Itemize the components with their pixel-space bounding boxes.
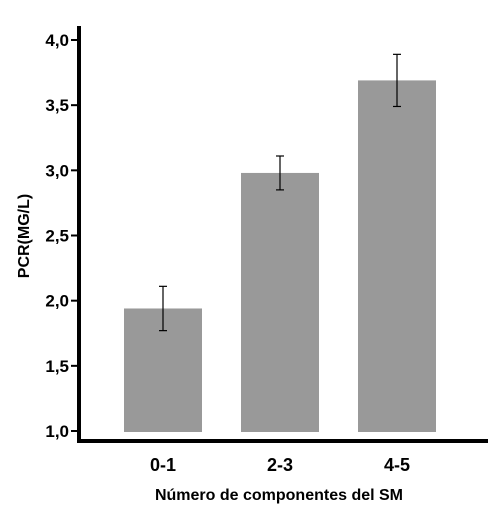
error-bar-2-3: [276, 155, 284, 191]
error-bars-group: [159, 53, 401, 332]
y-ticks-group: 1,0 1,5 2,0 2,5 3,0 3,5 4,0: [45, 31, 79, 441]
y-axis-title: PCR(MG/L): [16, 194, 33, 278]
error-bar-0-1: [159, 285, 167, 332]
bar-2-3: [241, 172, 319, 432]
x-axis-title: Número de componentes del SM: [155, 487, 403, 504]
x-labels-group: 0-1 2-3 4-5: [150, 455, 410, 475]
y-tick-label: 3,0: [45, 161, 69, 180]
y-tick-label: 1,0: [45, 422, 69, 441]
y-tick-label: 1,5: [45, 357, 69, 376]
y-tick-label: 3,5: [45, 96, 69, 115]
x-tick-label: 4-5: [384, 455, 410, 475]
y-tick-label: 2,0: [45, 292, 69, 311]
bars-group: [124, 80, 436, 433]
x-tick-label: 0-1: [150, 455, 176, 475]
bar-4-5: [358, 80, 436, 433]
y-tick-label: 2,5: [45, 227, 69, 246]
error-bar-4-5: [393, 53, 401, 108]
x-tick-label: 2-3: [267, 455, 293, 475]
y-tick-label: 4,0: [45, 31, 69, 50]
